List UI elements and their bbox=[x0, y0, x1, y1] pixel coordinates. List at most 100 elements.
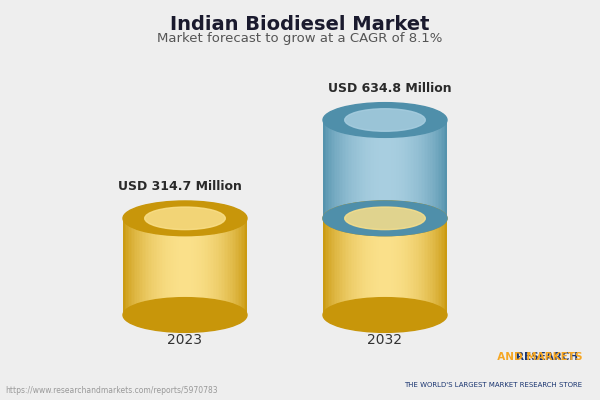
Bar bbox=[326, 218, 328, 315]
Bar bbox=[425, 218, 427, 315]
Bar bbox=[368, 120, 370, 218]
Bar bbox=[328, 218, 329, 315]
Bar bbox=[376, 218, 377, 315]
Bar bbox=[352, 218, 354, 315]
Bar bbox=[442, 120, 444, 218]
Bar bbox=[402, 120, 404, 218]
Bar bbox=[425, 120, 427, 218]
Bar bbox=[166, 218, 168, 315]
Text: RESEARCH: RESEARCH bbox=[516, 352, 582, 362]
Bar bbox=[377, 120, 379, 218]
Bar bbox=[222, 218, 224, 315]
Bar bbox=[136, 218, 137, 315]
Bar bbox=[410, 218, 412, 315]
Bar bbox=[441, 218, 442, 315]
Bar bbox=[421, 218, 422, 315]
Bar bbox=[442, 218, 444, 315]
Bar bbox=[445, 120, 447, 218]
Bar bbox=[224, 218, 226, 315]
Bar bbox=[418, 218, 419, 315]
Bar bbox=[430, 120, 431, 218]
Bar bbox=[335, 120, 337, 218]
Bar bbox=[360, 218, 362, 315]
Bar bbox=[145, 218, 146, 315]
Bar bbox=[438, 120, 439, 218]
Bar bbox=[134, 218, 136, 315]
Bar bbox=[203, 218, 205, 315]
Bar bbox=[439, 120, 441, 218]
Bar bbox=[349, 218, 351, 315]
Ellipse shape bbox=[323, 298, 447, 332]
Bar bbox=[365, 120, 367, 218]
Bar bbox=[439, 218, 441, 315]
Bar bbox=[367, 120, 368, 218]
Bar bbox=[389, 218, 391, 315]
Bar bbox=[174, 218, 176, 315]
Bar bbox=[216, 218, 218, 315]
Bar bbox=[197, 218, 199, 315]
Bar bbox=[404, 120, 405, 218]
Bar bbox=[351, 218, 352, 315]
Ellipse shape bbox=[344, 109, 425, 131]
Bar bbox=[338, 120, 340, 218]
Bar bbox=[337, 218, 338, 315]
Ellipse shape bbox=[344, 207, 425, 230]
Bar bbox=[344, 218, 346, 315]
Bar bbox=[444, 218, 445, 315]
Bar bbox=[155, 218, 157, 315]
Bar bbox=[391, 218, 393, 315]
Bar bbox=[393, 218, 394, 315]
Bar bbox=[338, 218, 340, 315]
Bar bbox=[416, 218, 418, 315]
Bar bbox=[368, 218, 370, 315]
Bar bbox=[364, 218, 365, 315]
Ellipse shape bbox=[323, 201, 447, 236]
Bar bbox=[370, 120, 371, 218]
Bar bbox=[157, 218, 158, 315]
Bar bbox=[362, 120, 364, 218]
Bar bbox=[218, 218, 219, 315]
Bar bbox=[428, 218, 430, 315]
Bar bbox=[396, 120, 397, 218]
Bar bbox=[208, 218, 210, 315]
Bar bbox=[370, 218, 371, 315]
Bar bbox=[176, 218, 177, 315]
Bar bbox=[329, 218, 331, 315]
Bar bbox=[374, 120, 376, 218]
Bar bbox=[129, 218, 131, 315]
Bar bbox=[151, 218, 152, 315]
Bar bbox=[354, 120, 356, 218]
Bar bbox=[346, 120, 348, 218]
Bar bbox=[383, 218, 385, 315]
Bar bbox=[397, 120, 399, 218]
Bar bbox=[326, 120, 328, 218]
Bar bbox=[431, 218, 433, 315]
Text: https://www.researchandmarkets.com/reports/5970783: https://www.researchandmarkets.com/repor… bbox=[5, 386, 218, 395]
Bar bbox=[202, 218, 203, 315]
Bar bbox=[418, 120, 419, 218]
Bar bbox=[329, 120, 331, 218]
Bar bbox=[340, 218, 341, 315]
Bar bbox=[190, 218, 191, 315]
Bar bbox=[139, 218, 140, 315]
Bar bbox=[140, 218, 142, 315]
Bar bbox=[373, 218, 374, 315]
Bar bbox=[185, 218, 187, 315]
Bar bbox=[427, 120, 428, 218]
Bar bbox=[371, 120, 373, 218]
Bar bbox=[128, 218, 129, 315]
Bar bbox=[393, 120, 394, 218]
Bar bbox=[194, 218, 196, 315]
Bar bbox=[162, 218, 163, 315]
Bar bbox=[394, 120, 396, 218]
Bar bbox=[142, 218, 143, 315]
Bar bbox=[210, 218, 211, 315]
Bar bbox=[165, 218, 166, 315]
Bar bbox=[410, 120, 412, 218]
Text: THE WORLD'S LARGEST MARKET RESEARCH STORE: THE WORLD'S LARGEST MARKET RESEARCH STOR… bbox=[404, 382, 582, 388]
Text: Market forecast to grow at a CAGR of 8.1%: Market forecast to grow at a CAGR of 8.1… bbox=[157, 32, 443, 45]
Bar bbox=[408, 120, 410, 218]
Bar bbox=[325, 218, 326, 315]
Bar bbox=[415, 218, 416, 315]
Bar bbox=[219, 218, 221, 315]
